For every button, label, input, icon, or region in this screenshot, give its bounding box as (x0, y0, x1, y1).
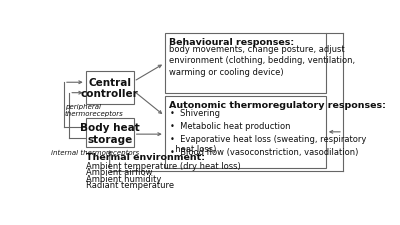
Text: •  Blood flow (vasoconstriction, vasodilation): • Blood flow (vasoconstriction, vasodila… (170, 147, 359, 156)
Bar (165, 34, 326, 94)
Text: body movements, change posture, adjust
environment (clothing, bedding, ventilati: body movements, change posture, adjust e… (169, 45, 355, 76)
Text: Thermal environment:: Thermal environment: (86, 153, 205, 162)
Text: Behavioural responses:: Behavioural responses: (169, 38, 294, 47)
Text: peripheral
thermoreceptors: peripheral thermoreceptors (65, 103, 124, 116)
Text: Body heat
storage: Body heat storage (80, 122, 140, 144)
Text: Autonomic thermoregulatory responses:: Autonomic thermoregulatory responses: (169, 100, 386, 109)
Text: Central
controller: Central controller (81, 77, 138, 99)
Bar (165, 96, 326, 168)
Text: Ambient humidity: Ambient humidity (86, 174, 161, 183)
Text: •  Evaporative heat loss (sweating, respiratory
  heat loss): • Evaporative heat loss (sweating, respi… (170, 134, 367, 153)
Text: internal thermoreceptors: internal thermoreceptors (51, 149, 139, 155)
Text: Radiant temperature: Radiant temperature (86, 181, 174, 190)
Text: •  Metabolic heat production: • Metabolic heat production (170, 121, 291, 130)
Text: •  Shivering: • Shivering (170, 108, 220, 117)
Text: Ambient airflow: Ambient airflow (86, 167, 152, 176)
Bar (86, 119, 134, 147)
Text: Ambient temperature (dry heat loss): Ambient temperature (dry heat loss) (86, 161, 240, 170)
Bar (86, 72, 134, 104)
